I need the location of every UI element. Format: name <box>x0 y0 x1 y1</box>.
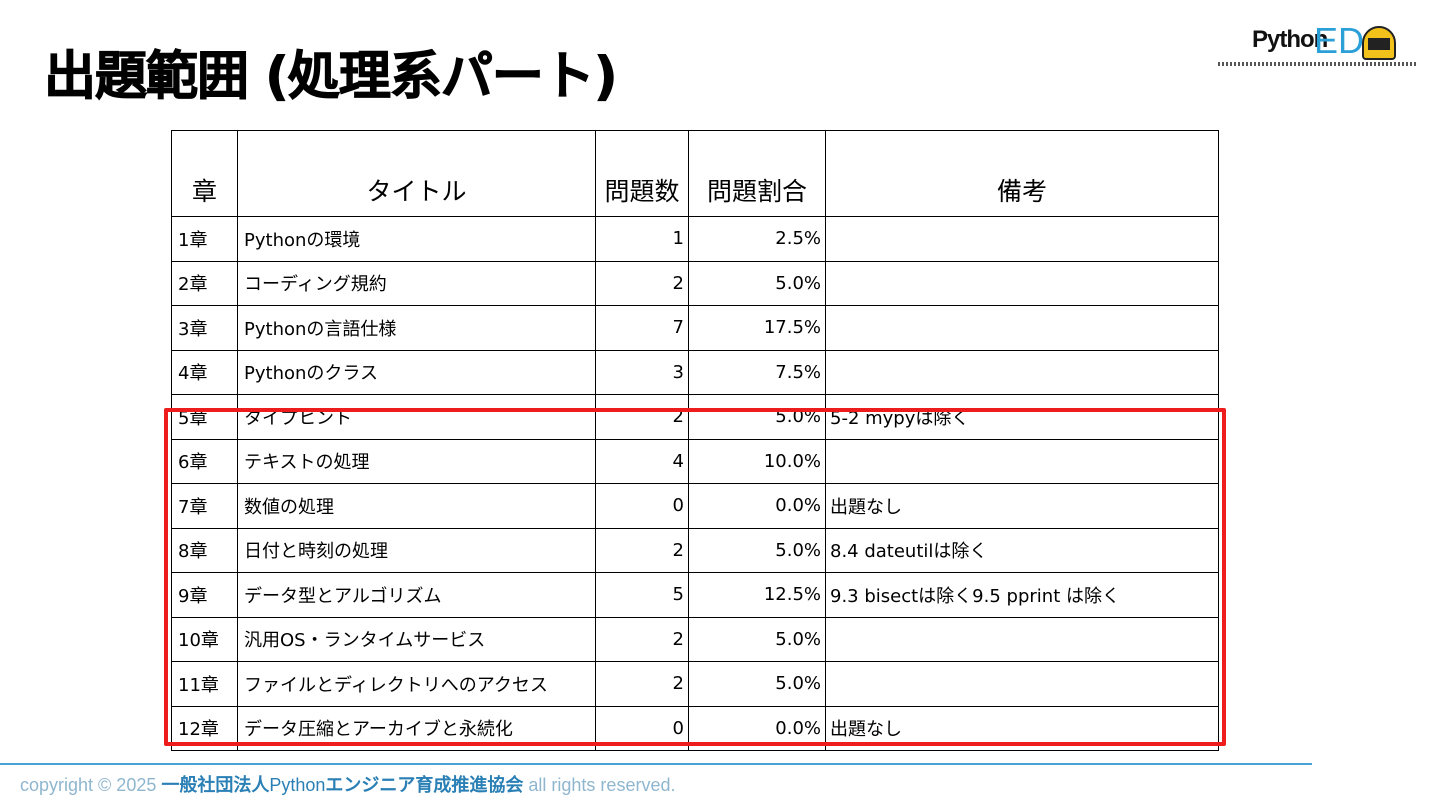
cell-chapter: 2章 <box>171 260 238 306</box>
cell-note <box>825 661 1219 707</box>
cell-count: 5 <box>595 572 689 618</box>
cell-title: Pythonのクラス <box>237 349 596 395</box>
highlight-box <box>164 408 1226 746</box>
cell-note <box>825 616 1219 662</box>
table-row: 11章 ファイルとディレクトリへのアクセス 2 5.0% <box>171 661 1219 707</box>
cell-ratio: 5.0% <box>688 527 826 573</box>
cell-title: コーディング規約 <box>237 260 596 306</box>
table-row: 10章 汎用OS・ランタイムサービス 2 5.0% <box>171 616 1219 662</box>
cell-note: 8.4 dateutilは除く <box>825 527 1219 573</box>
header-count: 問題数 <box>595 130 689 217</box>
table-row: 2章 コーディング規約 2 5.0% <box>171 260 1219 306</box>
table-header-row: 章 タイトル 問題数 問題割合 備考 <box>171 130 1219 217</box>
cell-chapter: 3章 <box>171 305 238 351</box>
cell-chapter: 9章 <box>171 572 238 618</box>
cell-chapter: 4章 <box>171 349 238 395</box>
cell-note: 9.3 bisectは除く9.5 pprint は除く <box>825 572 1219 618</box>
page-title: 出題範囲 (処理系パート) <box>44 47 619 108</box>
cell-note <box>825 438 1219 484</box>
cell-count: 0 <box>595 483 689 529</box>
cell-ratio: 7.5% <box>688 349 826 395</box>
cell-title: 汎用OS・ランタイムサービス <box>237 616 596 662</box>
cell-chapter: 7章 <box>171 483 238 529</box>
header-chapter: 章 <box>171 130 238 217</box>
python-ed-logo: Python ED <box>1218 20 1418 72</box>
cell-ratio: 10.0% <box>688 438 826 484</box>
cell-count: 3 <box>595 349 689 395</box>
table-row: 1章 Pythonの環境 1 2.5% <box>171 216 1219 262</box>
table-row: 9章 データ型とアルゴリズム 5 12.5% 9.3 bisectは除く9.5 ppri… <box>171 572 1219 618</box>
header-title: タイトル <box>237 130 596 217</box>
cell-note: 5-2 mypyは除く <box>825 394 1219 440</box>
table-row: 6章 テキストの処理 4 10.0% <box>171 438 1219 484</box>
cell-title: テキストの処理 <box>237 438 596 484</box>
cell-note: 出題なし <box>825 483 1219 529</box>
copyright-footer: copyright © 2025 一般社団法人Pythonエンジニア育成推進協会… <box>20 771 675 797</box>
cell-ratio: 5.0% <box>688 661 826 707</box>
cell-ratio: 17.5% <box>688 305 826 351</box>
cell-chapter: 11章 <box>171 661 238 707</box>
logo-subtext <box>1218 62 1418 66</box>
table-row: 3章 Pythonの言語仕様 7 17.5% <box>171 305 1219 351</box>
cell-count: 2 <box>595 616 689 662</box>
cell-count: 2 <box>595 527 689 573</box>
footer-org-a: 一般社団法人 <box>161 775 270 795</box>
cell-count: 2 <box>595 661 689 707</box>
cell-note <box>825 349 1219 395</box>
cell-title: 数値の処理 <box>237 483 596 529</box>
cell-note <box>825 305 1219 351</box>
cell-chapter: 1章 <box>171 216 238 262</box>
cell-ratio: 5.0% <box>688 616 826 662</box>
cell-title: Pythonの言語仕様 <box>237 305 596 351</box>
table-row: 7章 数値の処理 0 0.0% 出題なし <box>171 483 1219 529</box>
cell-ratio: 5.0% <box>688 260 826 306</box>
header-ratio: 問題割合 <box>688 130 826 217</box>
cell-count: 4 <box>595 438 689 484</box>
cell-count: 2 <box>595 260 689 306</box>
cell-ratio: 2.5% <box>688 216 826 262</box>
cell-count: 1 <box>595 216 689 262</box>
cell-title: データ型とアルゴリズム <box>237 572 596 618</box>
footer-org-python: Python <box>269 775 326 795</box>
cell-ratio: 12.5% <box>688 572 826 618</box>
logo-ed-text: ED <box>1314 20 1365 61</box>
footer-org-b: エンジニア育成推進協会 <box>325 775 524 795</box>
footer-prefix: copyright © 2025 <box>20 775 162 795</box>
header-note: 備考 <box>825 130 1219 217</box>
footer-divider <box>0 763 1312 765</box>
participating-badge-icon <box>1362 26 1396 60</box>
cell-note <box>825 216 1219 262</box>
cell-count: 7 <box>595 305 689 351</box>
footer-suffix: all rights reserved. <box>523 775 676 795</box>
cell-count: 2 <box>595 394 689 440</box>
cell-note <box>825 260 1219 306</box>
table-row: 4章 Pythonのクラス 3 7.5% <box>171 349 1219 395</box>
cell-title: Pythonの環境 <box>237 216 596 262</box>
logo-python-text: Python <box>1252 26 1328 53</box>
table-row: 8章 日付と時刻の処理 2 5.0% 8.4 dateutilは除く <box>171 527 1219 573</box>
cell-chapter: 6章 <box>171 438 238 484</box>
cell-title: ファイルとディレクトリへのアクセス <box>237 661 596 707</box>
cell-title: 日付と時刻の処理 <box>237 527 596 573</box>
